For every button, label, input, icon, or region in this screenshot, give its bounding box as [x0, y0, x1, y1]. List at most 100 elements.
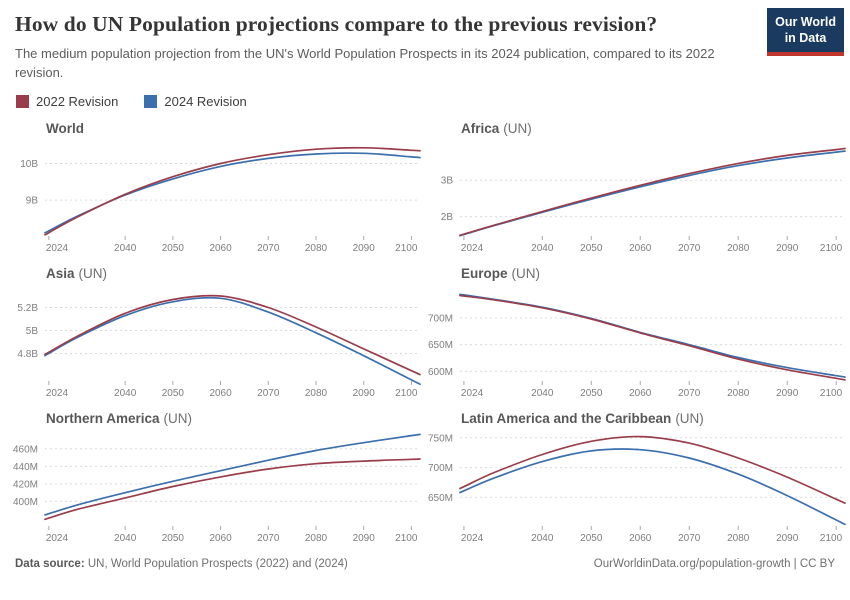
world-line-chart[interactable]: 9B 10B 2024 2040 2050 2060 2070 2080 2090 2100 — [0, 138, 425, 254]
y-axis-tick-label: 10B — [20, 159, 38, 170]
x-axis-tick-label: 2100 — [820, 533, 843, 544]
series-line-2022-revision[interactable] — [44, 146, 421, 236]
legend-label: 2022 Revision — [36, 93, 119, 109]
x-axis-tick-label: 2050 — [162, 243, 185, 254]
legend-label: 2024 Revision — [164, 93, 247, 109]
y-axis-tick-label: 400M — [13, 497, 38, 508]
panel-title-asia: Asia (UN) — [46, 266, 425, 281]
data-source-label: Data source: — [15, 557, 85, 570]
x-axis-tick-label: 2080 — [727, 533, 750, 544]
y-axis-tick-label: 5B — [26, 326, 39, 337]
panel-title-text: Latin America and the Caribbean — [461, 410, 672, 426]
series-line-2022-revision[interactable] — [44, 294, 421, 376]
series-line-2024-revision[interactable] — [44, 296, 421, 385]
panel-title-suffix: (UN) — [78, 265, 108, 281]
legend-item-2024-revision[interactable]: 2024 Revision — [144, 93, 247, 109]
chart-subtitle: The medium population projection from th… — [15, 46, 715, 80]
legend-item-2022-revision[interactable]: 2022 Revision — [16, 94, 118, 109]
x-axis-tick-label: 2060 — [209, 533, 232, 544]
panel-title-suffix: (UN) — [511, 265, 541, 281]
x-axis-tick-label: 2080 — [727, 243, 750, 254]
x-axis-tick-label: 2090 — [353, 388, 376, 399]
x-axis-tick-label: 2070 — [257, 388, 280, 399]
x-axis-tick-label: 2070 — [678, 243, 701, 254]
x-axis-tick-label: 2040 — [114, 388, 137, 399]
northern-america-line-chart[interactable]: 400M 420M 440M 460M 2024 2040 2050 2060 2070 2080… — [0, 428, 425, 544]
x-axis-tick-label: 2070 — [678, 388, 701, 399]
y-axis-tick-label: 9B — [26, 195, 39, 206]
series-line-2022-revision[interactable] — [459, 147, 846, 236]
series-line-2024-revision[interactable] — [44, 151, 421, 234]
x-axis-tick-label: 2080 — [305, 243, 328, 254]
x-axis-tick-label: 2060 — [209, 243, 232, 254]
panel-title-text: Europe — [461, 265, 508, 281]
data-source-text: UN, World Population Prospects (2022) an… — [84, 557, 348, 570]
x-axis-tick-label: 2050 — [580, 388, 603, 399]
panel-title-suffix: (UN) — [675, 410, 704, 426]
latin-america-line-chart[interactable]: 650M 700M 750M 2024 2040 2050 2060 2070 2080 2090… — [425, 428, 850, 544]
x-axis-tick-label: 2050 — [580, 533, 603, 544]
series-line-2022-revision[interactable] — [459, 294, 846, 381]
x-axis-tick-label: 2024 — [46, 388, 69, 399]
y-axis-tick-label: 750M — [428, 433, 453, 444]
owid-logo-line2: in Data — [784, 31, 827, 46]
x-axis-tick-label: 2024 — [461, 243, 484, 254]
legend-swatch-2022 — [16, 94, 29, 108]
x-axis-tick-label: 2050 — [162, 388, 185, 399]
owid-url-link[interactable]: OurWorldinData.org/population-growth | C… — [593, 557, 835, 570]
x-axis-tick-label: 2090 — [776, 533, 799, 544]
x-axis-tick-label: 2060 — [629, 533, 652, 544]
series-line-2022-revision[interactable] — [459, 435, 846, 504]
panel-latin-america: Latin America and the Caribbean (UN) 650M… — [425, 411, 850, 544]
panel-northern-america: Northern America (UN) 400M 420M 440M 460M 202… — [0, 411, 425, 544]
europe-line-chart[interactable]: 600M 650M 700M 2024 2040 2050 2060 2070 2080 2090… — [425, 283, 850, 399]
panel-title-text: Northern America — [46, 410, 160, 426]
x-axis-tick-label: 2070 — [678, 533, 701, 544]
x-axis-tick-label: 2100 — [820, 388, 843, 399]
owid-logo-line1: Our World — [775, 15, 836, 29]
x-axis-tick-label: 2040 — [531, 388, 554, 399]
page-title: How do UN Population projections compare… — [15, 12, 658, 36]
x-axis-tick-label: 2080 — [727, 388, 750, 399]
legend-swatch-2024 — [144, 94, 158, 108]
panel-africa: Africa (UN) 2B 3B 2024 2040 2050 2060 2070 2080 2… — [425, 121, 850, 254]
x-axis-tick-label: 2024 — [46, 533, 69, 544]
x-axis-tick-label: 2040 — [114, 533, 137, 544]
x-axis-tick-label: 2080 — [305, 533, 328, 544]
x-axis-tick-label: 2024 — [46, 243, 69, 254]
y-axis-tick-label: 4.8B — [17, 349, 38, 360]
panel-title-text: Africa — [461, 120, 500, 136]
data-source-note: Data source: UN, World Population Prospe… — [15, 558, 348, 570]
x-axis-tick-label: 2090 — [776, 243, 799, 254]
x-axis-tick-label: 2070 — [257, 533, 280, 544]
panel-title-northern-america: Northern America (UN) — [46, 411, 425, 426]
panel-title-text: Asia — [46, 265, 75, 281]
panel-asia: Asia (UN) 4.8B 5B 5.2B 2024 2040 2050 2060 2070 2… — [0, 266, 425, 399]
panel-title-text: World — [46, 120, 84, 136]
x-axis-tick-label: 2060 — [629, 243, 652, 254]
panel-title-africa: Africa (UN) — [461, 121, 850, 136]
y-axis-tick-label: 650M — [428, 493, 453, 504]
series-line-2024-revision[interactable] — [44, 433, 421, 516]
series-line-2024-revision[interactable] — [459, 447, 846, 525]
series-line-2024-revision[interactable] — [459, 149, 846, 237]
x-axis-tick-label: 2080 — [305, 388, 328, 399]
series-line-2022-revision[interactable] — [44, 457, 421, 520]
owid-logo[interactable]: Our World in Data — [767, 8, 844, 56]
panel-title-europe: Europe (UN) — [461, 266, 850, 281]
panel-title-world: World — [46, 121, 425, 136]
africa-line-chart[interactable]: 2B 3B 2024 2040 2050 2060 2070 2080 2090 2100 — [425, 138, 850, 254]
x-axis-tick-label: 2050 — [580, 243, 603, 254]
y-axis-tick-label: 420M — [13, 479, 38, 490]
y-axis-tick-label: 600M — [428, 367, 453, 378]
asia-line-chart[interactable]: 4.8B 5B 5.2B 2024 2040 2050 2060 2070 2080 2090 21… — [0, 283, 425, 399]
y-axis-tick-label: 700M — [428, 313, 453, 324]
x-axis-tick-label: 2060 — [629, 388, 652, 399]
y-axis-tick-label: 650M — [428, 340, 453, 351]
panel-title-suffix: (UN) — [503, 120, 532, 136]
x-axis-tick-label: 2040 — [531, 533, 554, 544]
x-axis-tick-label: 2090 — [353, 533, 376, 544]
y-axis-tick-label: 460M — [13, 444, 38, 455]
x-axis-tick-label: 2050 — [162, 533, 185, 544]
x-axis-tick-label: 2100 — [395, 388, 418, 399]
